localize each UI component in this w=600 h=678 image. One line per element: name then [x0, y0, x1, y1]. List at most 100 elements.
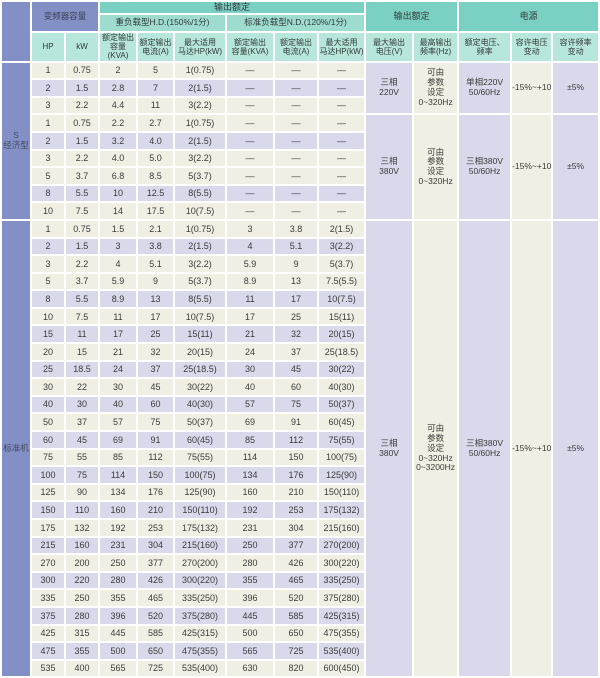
cell-nd-kva: 8.9	[227, 273, 274, 290]
cell-kw: 250	[66, 590, 99, 606]
cell-hd-hp: 15(11)	[175, 326, 226, 343]
cell-hd-hp: 8(5.5)	[175, 185, 226, 202]
merged-cell-vf: 单相220V 50/60Hz	[459, 62, 511, 114]
cell-nd-kva: 565	[227, 643, 274, 659]
header-nd-motor: 最大适用 马达HP(kW)	[319, 33, 365, 61]
cell-nd-hp: 40(30)	[319, 379, 365, 395]
cell-hd-hp: 8(5.5)	[175, 291, 226, 307]
cell-kw: 1.5	[66, 238, 99, 255]
cell-hd-hp: 5(3.7)	[175, 273, 226, 290]
cell-hd-hp: 215(160)	[175, 537, 226, 554]
cell-hp: 10	[32, 203, 64, 219]
cell-hp: 3	[32, 150, 64, 167]
cell-kw: 90	[66, 484, 99, 501]
cell-kw: 5.5	[66, 185, 99, 202]
header-frequency-tolerance: 容许频率 变动	[553, 33, 599, 61]
cell-hd-hp: 60(45)	[175, 432, 226, 448]
cell-hp: 1	[32, 220, 64, 237]
table-corner-cell	[2, 2, 30, 61]
cell-nd-a: 725	[275, 643, 318, 659]
cell-nd-kva: 40	[227, 379, 274, 395]
cell-hd-kva: 1.5	[100, 220, 137, 237]
header-nd-current: 额定输出 电流(A)	[275, 33, 318, 61]
cell-nd-kva: 250	[227, 537, 274, 554]
cell-hd-a: 5.1	[138, 256, 174, 272]
merged-cell-vtol: -15%~+10%	[512, 220, 552, 677]
cell-nd-kva: 17	[227, 308, 274, 325]
cell-hp: 20	[32, 344, 64, 360]
cell-nd-hp: —	[319, 185, 365, 202]
cell-hd-kva: 114	[100, 467, 137, 483]
merged-cell-vtol: -15%~+10%	[512, 62, 552, 114]
cell-nd-a: 3.8	[275, 220, 318, 237]
cell-hd-kva: 85	[100, 449, 137, 466]
cell-nd-a: 585	[275, 607, 318, 624]
cell-hd-kva: 396	[100, 607, 137, 624]
cell-hd-a: 17	[138, 308, 174, 325]
cell-hd-hp: 475(355)	[175, 643, 226, 659]
cell-hd-a: 91	[138, 432, 174, 448]
cell-kw: 0.75	[66, 115, 99, 131]
cell-nd-kva: 280	[227, 555, 274, 571]
cell-nd-hp: 270(200)	[319, 537, 365, 554]
cell-hd-kva: 2.2	[100, 115, 137, 131]
cell-nd-a: —	[275, 62, 318, 79]
cell-hp: 215	[32, 537, 64, 554]
cell-hp: 150	[32, 502, 64, 518]
cell-hd-hp: 2(1.5)	[175, 132, 226, 149]
cell-hd-a: 520	[138, 607, 174, 624]
cell-nd-hp: 600(450)	[319, 660, 365, 677]
merged-cell-freq: 可由 参数 设定 0~320Hz	[414, 62, 458, 114]
cell-nd-kva: 231	[227, 520, 274, 536]
cell-hd-a: 9	[138, 273, 174, 290]
cell-hp: 2	[32, 238, 64, 255]
cell-kw: 55	[66, 449, 99, 466]
header-nd-kva: 额定输出 容量(KVA)	[227, 33, 274, 61]
merged-cell-vf: 三相380V 50/60Hz	[459, 220, 511, 677]
cell-nd-hp: 215(160)	[319, 520, 365, 536]
cell-nd-kva: —	[227, 132, 274, 149]
cell-hd-kva: 250	[100, 555, 137, 571]
cell-hp: 5	[32, 168, 64, 184]
header-capacity-group: 变频器容量	[32, 2, 99, 31]
cell-hp: 1	[32, 62, 64, 79]
cell-nd-hp: —	[319, 97, 365, 114]
header-hp: HP	[32, 33, 64, 61]
cell-hd-a: 426	[138, 572, 174, 589]
cell-nd-a: 45	[275, 361, 318, 378]
cell-nd-a: 304	[275, 520, 318, 536]
header-max-voltage: 最大输出 电压(V)	[366, 33, 413, 61]
cell-hp: 375	[32, 607, 64, 624]
cell-hd-kva: 3.2	[100, 132, 137, 149]
header-hd-motor: 最大适用 马达HP(kW)	[175, 33, 226, 61]
cell-kw: 400	[66, 660, 99, 677]
cell-nd-a: 520	[275, 590, 318, 606]
cell-nd-a: 75	[275, 396, 318, 413]
cell-hd-a: 12.5	[138, 185, 174, 202]
cell-nd-hp: 475(355)	[319, 625, 365, 642]
cell-nd-a: 60	[275, 379, 318, 395]
cell-hd-kva: 3	[100, 238, 137, 255]
cell-nd-a: —	[275, 185, 318, 202]
cell-hd-hp: 175(132)	[175, 520, 226, 536]
cell-hd-hp: 125(90)	[175, 484, 226, 501]
cell-hd-a: 3.8	[138, 238, 174, 255]
cell-hd-hp: 1(0.75)	[175, 62, 226, 79]
cell-kw: 45	[66, 432, 99, 448]
cell-nd-kva: 24	[227, 344, 274, 360]
cell-hp: 125	[32, 484, 64, 501]
cell-nd-hp: —	[319, 168, 365, 184]
cell-hd-kva: 17	[100, 326, 137, 343]
cell-hd-a: 7	[138, 80, 174, 96]
cell-nd-hp: 30(22)	[319, 361, 365, 378]
cell-nd-hp: 7.5(5.5)	[319, 273, 365, 290]
cell-nd-a: 25	[275, 308, 318, 325]
cell-nd-hp: 5(3.7)	[319, 256, 365, 272]
cell-nd-kva: —	[227, 150, 274, 167]
cell-hd-a: 11	[138, 97, 174, 114]
cell-hp: 15	[32, 326, 64, 343]
cell-hd-hp: 20(15)	[175, 344, 226, 360]
cell-kw: 0.75	[66, 220, 99, 237]
cell-hd-hp: 335(250)	[175, 590, 226, 606]
cell-hd-a: 5	[138, 62, 174, 79]
